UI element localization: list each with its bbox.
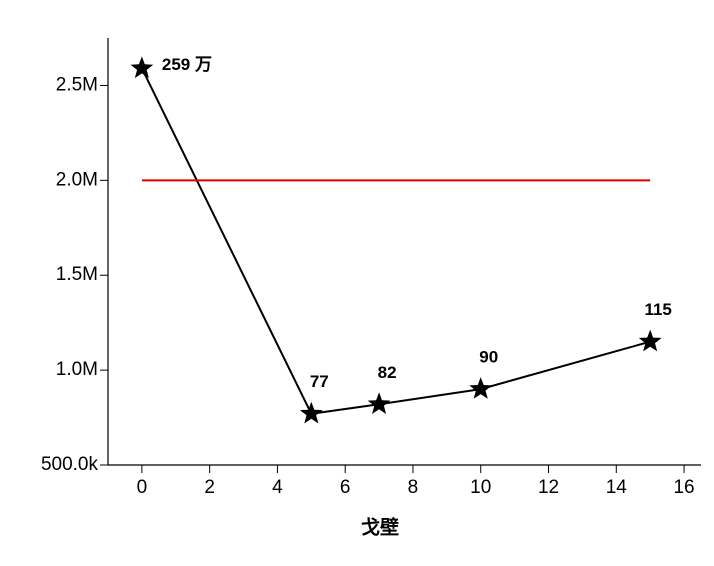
x-tick-label: 14 [606,477,628,498]
x-tick-label: 6 [340,477,351,498]
star-marker [130,56,154,79]
value-label: 115 [644,300,671,319]
value-label: 90 [479,348,498,367]
x-tick-label: 2 [204,477,215,498]
x-tick-label: 8 [408,477,419,498]
star-marker [367,392,391,414]
x-axis-label: 戈壁 [361,516,399,539]
star-marker [638,329,662,352]
value-label: 259 万 [162,55,212,74]
y-tick-label: 1.5M [56,264,98,285]
x-tick-label: 12 [538,477,559,498]
x-tick-label: 0 [137,477,148,498]
value-label: 77 [310,372,329,391]
y-tick-label: 1.0M [56,359,98,380]
x-tick-label: 4 [272,477,283,498]
y-tick-label: 2.0M [56,169,98,190]
value-label: 82 [378,363,397,382]
y-tick-label: 2.5M [56,74,98,95]
star-marker [469,377,493,399]
x-tick-label: 10 [470,477,491,498]
x-tick-label: 16 [673,477,694,498]
star-marker [299,401,323,424]
y-tick-label: 500.0k [41,454,99,475]
